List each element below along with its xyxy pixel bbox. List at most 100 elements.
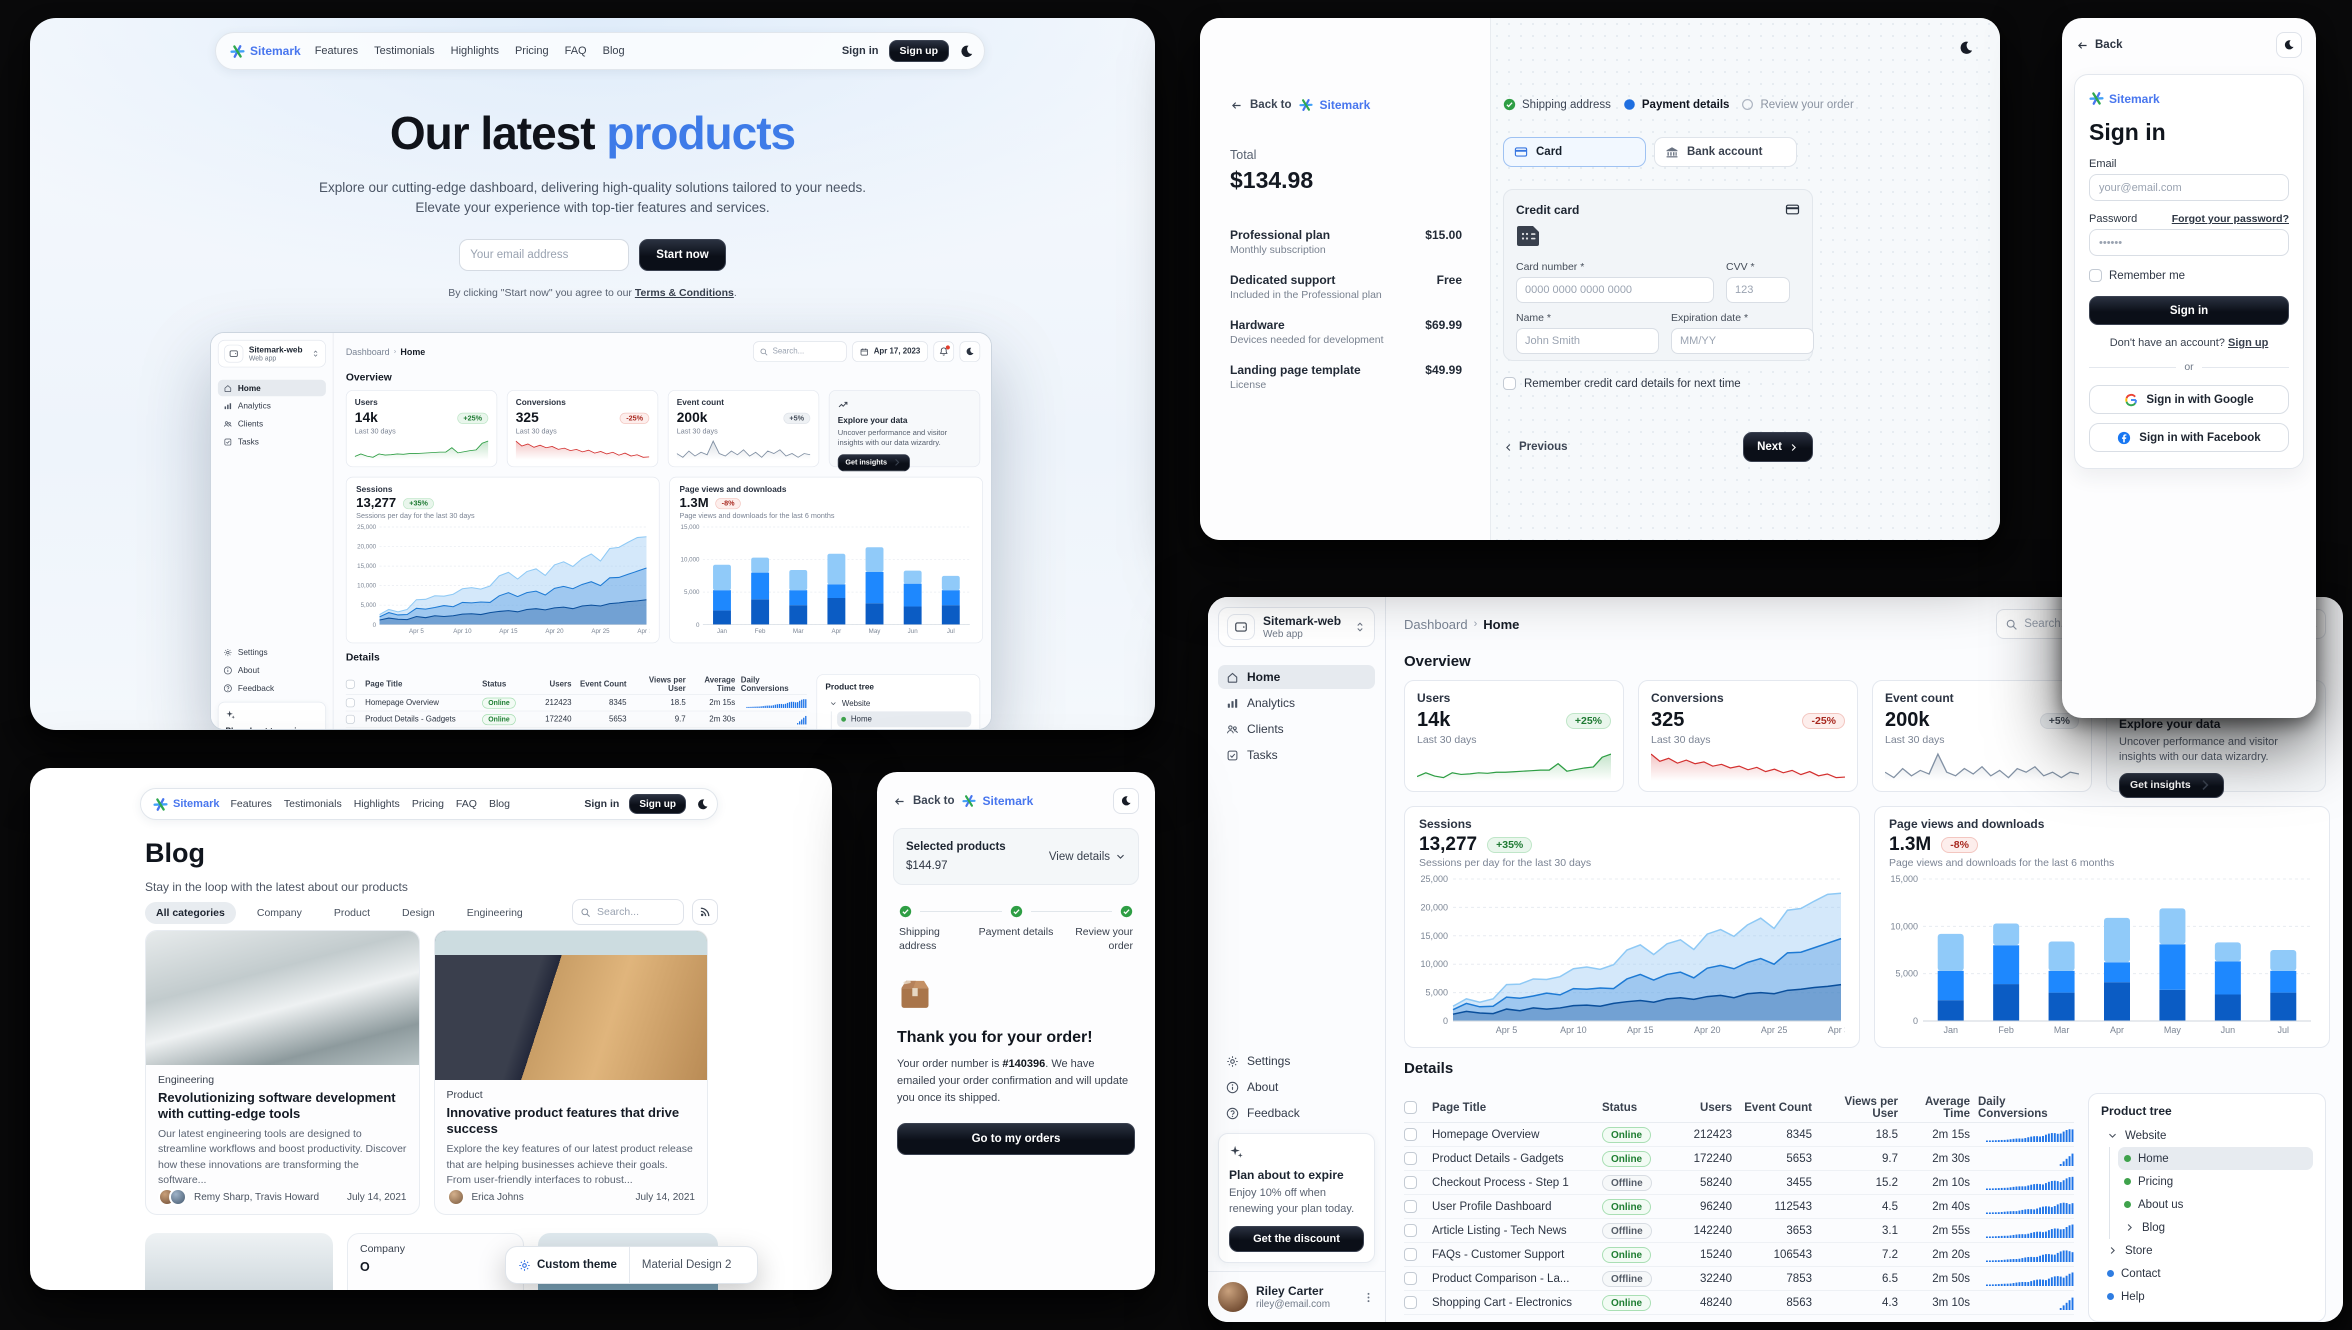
blog-post-card[interactable]: Engineering Revolutionizing software dev… [145, 930, 420, 1215]
column-header[interactable]: Event Count [579, 680, 627, 689]
column-header[interactable]: Users [549, 680, 572, 689]
select-all-checkbox[interactable] [345, 679, 355, 689]
category-chip-engineering[interactable]: Engineering [466, 907, 523, 919]
go-to-orders-button[interactable]: Go to my orders [897, 1123, 1135, 1156]
google-signin-button[interactable]: Sign in with Google [2089, 385, 2289, 414]
blog-nav-blog[interactable]: Blog [488, 798, 510, 810]
bank-payment-tab[interactable]: Bank account [1654, 137, 1797, 167]
category-chip-design[interactable]: Design [402, 907, 435, 919]
custom-theme-tab[interactable]: Custom theme [506, 1247, 629, 1283]
landing-logo[interactable]: Sitemark [230, 44, 301, 59]
moon-icon[interactable] [959, 44, 974, 59]
cvv-input[interactable] [1726, 277, 1790, 303]
blog-nav-faq[interactable]: FAQ [455, 798, 477, 810]
get-insights-button[interactable]: Get insights [2119, 772, 2224, 798]
theme-toggle-button[interactable] [2276, 32, 2302, 58]
landing-nav-highlights[interactable]: Highlights [450, 45, 499, 57]
table-row[interactable]: Product Comparison - La... Offline 32240… [1404, 1267, 2074, 1291]
sidebar-item-settings[interactable]: Settings [218, 644, 326, 661]
tree-item-about-us[interactable]: About us [2118, 1193, 2313, 1216]
sidebar-item-settings[interactable]: Settings [1218, 1049, 1375, 1073]
column-header[interactable]: Daily Conversions [740, 675, 789, 693]
sidebar-item-about[interactable]: About [1218, 1075, 1375, 1099]
tree-item-website[interactable]: Website [2101, 1124, 2313, 1147]
tree-item-website[interactable]: Website [825, 696, 971, 712]
blog-search-input[interactable] [597, 906, 671, 918]
table-row[interactable]: Homepage Overview Online 212423 8345 18.… [345, 695, 807, 712]
table-row[interactable]: Homepage Overview Online 212423 8345 18.… [1404, 1123, 2074, 1147]
previous-button[interactable]: Previous [1503, 441, 1568, 453]
column-header[interactable]: Users [1700, 1101, 1732, 1114]
rss-button[interactable] [692, 899, 718, 925]
table-row[interactable]: Shopping Cart - Electronics Online 48240… [1404, 1291, 2074, 1315]
start-now-button[interactable]: Start now [639, 239, 726, 272]
landing-nav-features[interactable]: Features [314, 45, 359, 57]
column-header[interactable]: Status [1602, 1101, 1638, 1114]
table-row[interactable]: Article Listing - Tech News Offline 1422… [1404, 1219, 2074, 1243]
landing-sign-in-link[interactable]: Sign in [841, 45, 879, 57]
sidebar-item-feedback[interactable]: Feedback [218, 680, 326, 697]
email-input[interactable] [2089, 174, 2289, 201]
landing-nav-blog[interactable]: Blog [602, 45, 625, 57]
tree-item-contact[interactable]: Contact [2101, 1262, 2313, 1285]
sidebar-item-home[interactable]: Home [1218, 665, 1375, 689]
terms-link[interactable]: Terms & Conditions [634, 287, 734, 300]
sidebar-item-home[interactable]: Home [217, 379, 326, 397]
row-checkbox[interactable] [1404, 1296, 1417, 1309]
password-input[interactable] [2089, 229, 2289, 256]
blog-nav-testimonials[interactable]: Testimonials [283, 798, 342, 810]
remember-card-checkbox[interactable] [1503, 377, 1516, 390]
signin-submit-button[interactable]: Sign in [2089, 296, 2289, 325]
remember-me-checkbox[interactable] [2089, 269, 2102, 282]
card-number-input[interactable] [1516, 277, 1714, 303]
column-header[interactable]: Event Count [1744, 1101, 1812, 1114]
tree-item-store[interactable]: Store [2101, 1239, 2313, 1262]
checkout-back-link[interactable]: Back to Sitemark [1230, 98, 1462, 112]
workspace-selector[interactable]: Sitemark-web Web app [217, 339, 326, 368]
sidebar-item-clients[interactable]: Clients [1218, 717, 1375, 741]
tree-item-home[interactable]: Home [2118, 1147, 2313, 1170]
material-design-tab[interactable]: Material Design 2 [641, 1259, 732, 1271]
blog-logo[interactable]: Sitemark [153, 797, 219, 812]
step-shipping-address[interactable]: Shipping address [1503, 98, 1611, 111]
row-checkbox[interactable] [1404, 1152, 1417, 1165]
card-payment-tab[interactable]: Card [1503, 137, 1646, 167]
tree-item-home[interactable]: Home [837, 711, 972, 728]
table-row[interactable]: FAQs - Customer Support Online 15240 106… [1404, 1243, 2074, 1267]
tree-item-pricing[interactable]: Pricing [2118, 1170, 2313, 1193]
row-checkbox[interactable] [345, 698, 355, 708]
column-header[interactable]: Page Title [1432, 1101, 1487, 1114]
table-row[interactable]: Checkout Process - Step 1 Offline 58240 … [1404, 1171, 2074, 1195]
sidebar-item-analytics[interactable]: Analytics [1218, 691, 1375, 715]
sidebar-item-clients[interactable]: Clients [218, 416, 326, 433]
dashboard-search[interactable] [753, 341, 847, 362]
blog-nav-highlights[interactable]: Highlights [353, 798, 400, 810]
next-button[interactable]: Next [1743, 432, 1813, 462]
row-checkbox[interactable] [1404, 1128, 1417, 1141]
signin-back-link[interactable]: Back [2076, 39, 2123, 52]
breadcrumb-root[interactable]: Dashboard [1404, 616, 1468, 632]
view-details-button[interactable]: View details [1049, 851, 1126, 863]
select-all-checkbox[interactable] [1404, 1101, 1417, 1114]
blog-nav-features[interactable]: Features [230, 798, 272, 810]
landing-nav-faq[interactable]: FAQ [564, 45, 587, 57]
landing-sign-up-button[interactable]: Sign up [888, 40, 949, 62]
column-header[interactable]: Daily Conversions [1978, 1095, 2048, 1120]
name-input[interactable] [1516, 328, 1659, 354]
facebook-signin-button[interactable]: Sign in with Facebook [2089, 423, 2289, 452]
row-checkbox[interactable] [1404, 1272, 1417, 1285]
workspace-selector[interactable]: Sitemark-web Web app [1218, 607, 1375, 647]
column-header[interactable]: Page Title [365, 680, 403, 689]
breadcrumb-root[interactable]: Dashboard [345, 346, 390, 357]
column-header[interactable]: Views per User [648, 675, 686, 693]
user-menu-icon[interactable] [1362, 1291, 1375, 1304]
row-checkbox[interactable] [1404, 1248, 1417, 1261]
blog-post-card[interactable]: Product Innovative product features that… [433, 930, 708, 1215]
notifications-button[interactable] [933, 341, 955, 362]
sidebar-item-about[interactable]: About [218, 662, 326, 679]
date-picker-button[interactable]: Apr 17, 2023 [852, 341, 928, 362]
blog-post-image[interactable] [145, 1233, 333, 1290]
sidebar-item-analytics[interactable]: Analytics [218, 398, 326, 415]
order-back-link[interactable]: Back to Sitemark [893, 794, 1033, 808]
blog-post-card[interactable]: Company O [347, 1233, 524, 1290]
